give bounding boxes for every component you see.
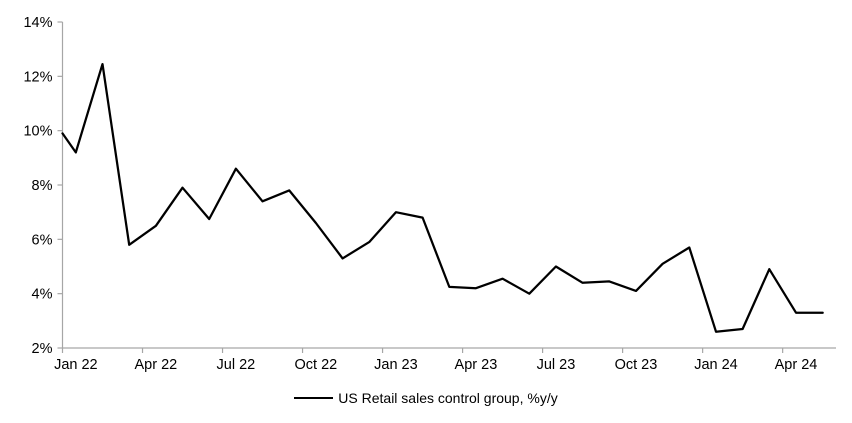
x-axis-tick-label: Jan 24 [694, 357, 738, 373]
series-line [61, 62, 824, 333]
x-axis-tick-label: Apr 24 [775, 357, 818, 373]
y-axis-tick-label: 10% [23, 124, 52, 140]
x-axis-tick-label: Jul 22 [217, 357, 256, 373]
x-axis-tick-label: Apr 22 [134, 357, 177, 373]
x-axis-tick-label: Jul 23 [537, 357, 576, 373]
y-axis-tick-label: 6% [32, 232, 53, 248]
x-axis-tick-label: Oct 23 [615, 357, 658, 373]
x-axis-tick-label: Apr 23 [455, 357, 498, 373]
y-axis-tick-label: 12% [23, 69, 52, 85]
legend-label: US Retail sales control group, %y/y [338, 390, 558, 406]
y-axis-tick-label: 14% [23, 15, 52, 31]
legend-line-swatch [294, 397, 334, 399]
x-axis-tick-label: Oct 22 [295, 357, 338, 373]
y-axis-tick-label: 4% [32, 287, 53, 303]
y-axis-tick-label: 8% [32, 178, 53, 194]
y-axis-tick-label: 2% [32, 341, 53, 357]
x-axis-tick-label: Jan 23 [374, 357, 418, 373]
chart-svg: 14% 12% 10% 8% 6% 4% 2%Jan 22 Apr 22 Jul 22 Oct 2… [23, 15, 836, 373]
legend: US Retail sales control group, %y/y [0, 389, 852, 407]
x-axis-tick-label: Jan 22 [54, 357, 98, 373]
